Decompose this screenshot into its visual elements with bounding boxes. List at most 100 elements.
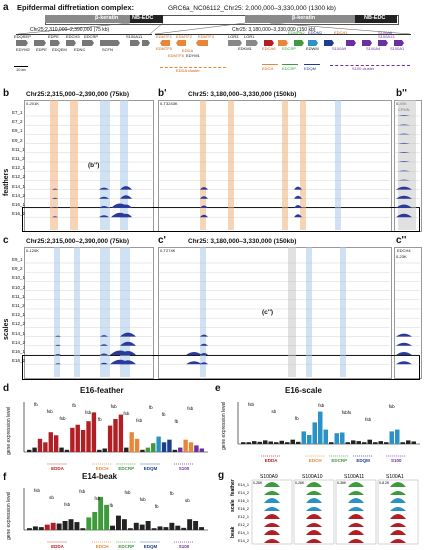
bkeratin-block-1 bbox=[45, 15, 130, 23]
expression-bar bbox=[145, 521, 151, 530]
panel-g-peak bbox=[348, 491, 364, 495]
s100-cluster-label: S100 cluster bbox=[352, 66, 375, 71]
expression-bar bbox=[290, 439, 295, 444]
significance-label: fsb bbox=[389, 404, 396, 409]
expression-bar bbox=[193, 521, 199, 530]
expression-bar bbox=[102, 448, 107, 452]
expression-bar bbox=[384, 442, 389, 444]
panel-g-range: 0-8.2K bbox=[379, 481, 390, 485]
track-row-label: E14_1 bbox=[12, 330, 26, 336]
significance-label: fb bbox=[149, 405, 153, 410]
expression-bar bbox=[181, 527, 187, 530]
expression-bar bbox=[199, 448, 204, 452]
gene-lor1: LOR1 bbox=[244, 34, 255, 39]
track-row-label: E9_2 bbox=[12, 137, 23, 143]
expression-bar bbox=[312, 422, 317, 444]
edqm-cluster-label: EDQM bbox=[304, 66, 316, 71]
expression-bar bbox=[70, 427, 75, 452]
expression-bar bbox=[134, 438, 140, 452]
signal-peak bbox=[100, 335, 108, 337]
gene-edmtf5: EDMTF5 bbox=[156, 46, 172, 51]
panel-g-peak bbox=[348, 523, 364, 527]
significance-label: fb bbox=[72, 403, 76, 408]
significance-label: sb bbox=[271, 409, 276, 414]
expression-bar bbox=[178, 447, 183, 452]
signal-peak bbox=[398, 133, 410, 135]
gene-group-label: EDDA bbox=[51, 544, 65, 549]
signal-peak bbox=[120, 332, 136, 337]
nbedc-label-1: NB-EDC bbox=[132, 15, 154, 21]
panel-g-col-header: S100A11 bbox=[344, 474, 364, 480]
gene-s100a1: S100A1 bbox=[390, 46, 405, 51]
signal-peak bbox=[99, 187, 109, 190]
panel-g-peak bbox=[348, 539, 364, 543]
gene-group-label: S100 bbox=[179, 544, 190, 549]
panel-g-side-label: feather bbox=[230, 479, 236, 496]
range-c-right: 0-23K bbox=[396, 254, 407, 259]
panel-g-range: 0-26K bbox=[295, 481, 305, 485]
gene-edcrp-r: EDCRP bbox=[282, 46, 297, 51]
panel-c-label: c bbox=[3, 235, 9, 246]
gene-arrows-left bbox=[16, 40, 150, 46]
expression-bar bbox=[169, 522, 175, 530]
c-highlight-box bbox=[22, 355, 420, 380]
panel-g-peak bbox=[348, 530, 364, 535]
signal-peak bbox=[99, 215, 109, 218]
range-b-left: 0-201K bbox=[26, 101, 39, 106]
significance-label: fsb bbox=[34, 488, 41, 493]
highlight-band bbox=[74, 247, 80, 377]
highlight-band bbox=[54, 247, 60, 377]
gene-group-label: EDCH bbox=[96, 466, 109, 471]
c-callout: (c'') bbox=[262, 309, 274, 316]
expression-bar bbox=[129, 432, 134, 452]
track-row-label: E14_2 bbox=[12, 192, 26, 198]
expression-bar bbox=[156, 436, 161, 452]
panel-a-label: a bbox=[3, 2, 9, 13]
significance-label: fsb bbox=[111, 404, 118, 409]
panel-g-peak bbox=[264, 507, 280, 511]
expression-bar bbox=[340, 432, 345, 444]
edcrp-cluster-label: EDCRP bbox=[282, 66, 297, 71]
highlight-band bbox=[100, 247, 110, 377]
range-c-left: 0-120K bbox=[26, 248, 39, 253]
expression-bar bbox=[124, 447, 129, 452]
signal-peak bbox=[120, 341, 136, 346]
expression-bar bbox=[163, 527, 169, 530]
panel-e-title: E16-scale bbox=[285, 386, 322, 395]
panel-g-peak bbox=[306, 523, 322, 527]
panel-e-label: e bbox=[215, 383, 221, 394]
highlight-band bbox=[340, 247, 346, 377]
expression-bar bbox=[80, 430, 86, 452]
range-c-mid: 0-T274K bbox=[160, 248, 176, 253]
expression-bar bbox=[161, 442, 167, 452]
gene-edpe: EDPE bbox=[48, 34, 59, 39]
signal-peak bbox=[186, 352, 202, 355]
panel-b-header-2: Chr25: 3,180,000–3,330,000 (150kb) bbox=[188, 91, 297, 98]
panel-g-peak bbox=[348, 482, 364, 487]
signal-peak bbox=[55, 354, 61, 355]
gene-edch1: EDCH1 bbox=[334, 30, 348, 35]
signal-peak bbox=[398, 161, 410, 162]
expression-bar bbox=[285, 442, 290, 444]
gene-edda: EDDA bbox=[182, 48, 194, 53]
expression-bar bbox=[252, 441, 257, 444]
signal-peak bbox=[396, 361, 412, 365]
significance-label: fsb bbox=[136, 418, 143, 423]
panel-c-header-2: Chr25: 3,180,000–3,330,000 (150kb) bbox=[188, 238, 297, 245]
gene-s100a6: S100A6 bbox=[378, 30, 393, 35]
gene-group-label: EDQM bbox=[144, 466, 158, 471]
edch-cluster-label: EDCH bbox=[262, 66, 274, 71]
signal-peak bbox=[396, 352, 412, 355]
gene-scfn: SCFN bbox=[102, 47, 113, 52]
track-row-label: E10_1 bbox=[12, 275, 26, 281]
expression-bar bbox=[92, 512, 98, 530]
panel-g-peak bbox=[306, 491, 322, 495]
gene-edqem: EDQEM bbox=[52, 47, 67, 52]
highlight-band bbox=[335, 100, 341, 230]
expression-bar bbox=[75, 424, 80, 452]
significance-label: fsb bbox=[60, 416, 67, 421]
expression-bar bbox=[329, 442, 334, 444]
gene-arrows-right bbox=[160, 40, 404, 46]
scale-label: 10 kb bbox=[16, 67, 26, 72]
expression-bar bbox=[86, 421, 91, 452]
